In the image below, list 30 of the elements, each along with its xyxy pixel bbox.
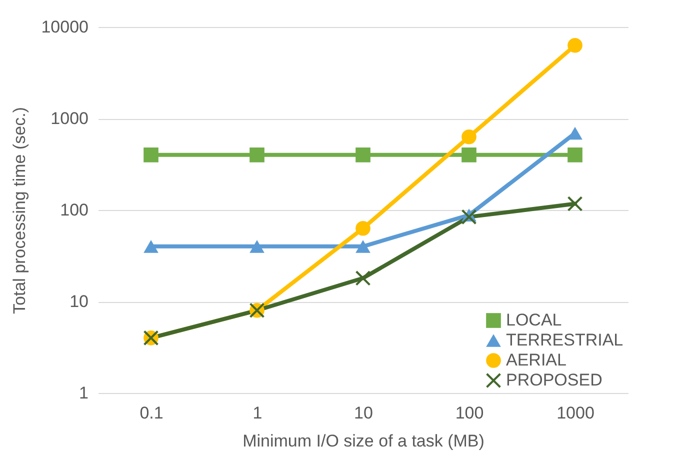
- x-tick-label: 0.1: [140, 404, 164, 422]
- point: [144, 240, 158, 253]
- legend-label: LOCAL: [506, 310, 562, 330]
- point: [356, 147, 370, 162]
- legend-label: PROPOSED: [506, 370, 602, 390]
- point: [462, 147, 476, 162]
- point: [568, 147, 582, 162]
- y-axis-title: Total processing time (sec.): [10, 107, 30, 314]
- y-tick-label: 1: [79, 384, 88, 402]
- point: [568, 38, 582, 53]
- x-tick-label: 1: [252, 404, 262, 422]
- x-tick-label: 10: [354, 404, 373, 422]
- point: [250, 240, 264, 253]
- x-axis-title: Minimum I/O size of a task (MB): [242, 432, 484, 450]
- y-tick-label: 100: [60, 200, 88, 220]
- point: [462, 129, 476, 144]
- point: [144, 147, 158, 162]
- point: [356, 270, 370, 286]
- point: [356, 220, 370, 236]
- x-tick-label: 1000: [556, 404, 594, 422]
- legend-label: TERRESTRIAL: [506, 330, 624, 350]
- point: [250, 147, 264, 162]
- y-tick-label: 1000: [50, 109, 88, 128]
- point: [568, 126, 582, 140]
- x-tick-label: 100: [455, 404, 484, 422]
- y-tick-label: 10: [70, 292, 88, 311]
- point: [356, 240, 370, 253]
- y-tick-label: 10000: [41, 18, 88, 36]
- point: [568, 196, 582, 212]
- legend-label: AERIAL: [506, 350, 566, 370]
